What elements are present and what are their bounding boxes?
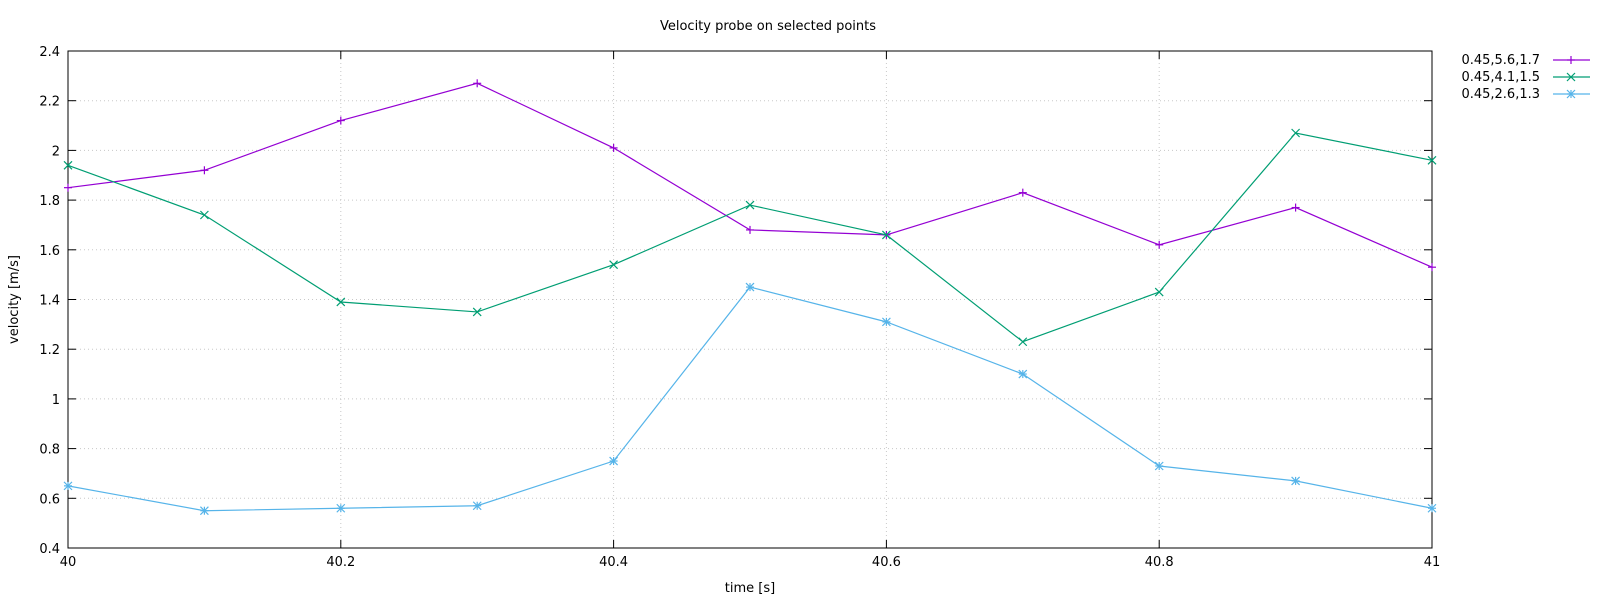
series-2 <box>63 128 1437 347</box>
marker-stroke <box>1566 89 1576 99</box>
marker-stroke <box>1427 155 1437 165</box>
marker-stroke <box>1291 128 1301 138</box>
marker-stroke <box>1018 369 1028 379</box>
y-tick-label: 0.4 <box>39 542 60 557</box>
legend-entry: 0.45,4.1,1.5 <box>1461 70 1590 85</box>
x-tick-label: 40.8 <box>1145 555 1174 570</box>
y-tick-label: 1.4 <box>39 294 60 309</box>
y-tick-label: 2 <box>52 144 60 159</box>
x-tick-label: 40 <box>60 555 77 570</box>
marker-stroke <box>1154 461 1164 471</box>
x-tick-label: 40.4 <box>599 555 628 570</box>
data-point <box>1154 461 1164 471</box>
marker-stroke <box>63 160 73 170</box>
marker-stroke <box>472 501 482 511</box>
y-tick-label: 0.6 <box>39 492 60 507</box>
marker-stroke <box>609 260 619 270</box>
legend-label: 0.45,2.6,1.3 <box>1461 87 1540 102</box>
data-point <box>745 282 755 292</box>
chart-title: Velocity probe on selected points <box>660 19 876 34</box>
data-point <box>609 456 619 466</box>
data-point <box>1291 128 1301 138</box>
marker-stroke <box>1566 72 1576 82</box>
y-tick-label: 1.6 <box>39 244 60 259</box>
data-point <box>1291 476 1301 486</box>
legend-entry: 0.45,2.6,1.3 <box>1461 87 1590 102</box>
y-tick-label: 1 <box>52 393 60 408</box>
marker-stroke <box>472 307 482 317</box>
legend-label: 0.45,5.6,1.7 <box>1461 53 1540 68</box>
data-point <box>1155 240 1164 249</box>
data-point <box>200 166 209 175</box>
data-point <box>199 506 209 516</box>
data-point <box>881 317 891 327</box>
data-point <box>609 260 619 270</box>
data-point <box>1566 89 1576 99</box>
y-tick-label: 2.4 <box>39 45 60 60</box>
y-tick-label: 0.8 <box>39 443 60 458</box>
series-line <box>67 132 1433 343</box>
data-point <box>746 225 754 234</box>
y-tick-label: 1.2 <box>39 343 60 358</box>
series-1 <box>64 79 1436 272</box>
marker-stroke <box>336 503 346 513</box>
data-point <box>1018 369 1028 379</box>
x-tick-label: 40.6 <box>872 555 901 570</box>
legend-entry: 0.45,5.6,1.7 <box>1461 53 1590 68</box>
data-point <box>336 503 346 513</box>
data-point <box>472 307 482 317</box>
data-point <box>336 297 346 307</box>
marker-stroke <box>1291 476 1301 486</box>
data-point <box>1427 503 1437 513</box>
data-point <box>63 481 73 491</box>
marker-stroke <box>1427 503 1437 513</box>
grid <box>68 51 1432 548</box>
legend-label: 0.45,4.1,1.5 <box>1461 70 1540 85</box>
data-point <box>1154 287 1164 297</box>
data-point <box>1567 56 1575 64</box>
marker-stroke <box>336 297 346 307</box>
data-point <box>64 183 72 192</box>
marker-stroke <box>609 456 619 466</box>
x-axis-title: time [s] <box>725 581 775 596</box>
legend: 0.45,5.6,1.7 0.45,4.1,1.5 0.45,2.6,1.3 <box>1461 53 1590 102</box>
marker-stroke <box>1154 287 1164 297</box>
x-tick-label: 40.2 <box>326 555 355 570</box>
y-tick-label: 2.2 <box>39 95 60 110</box>
data-point <box>63 160 73 170</box>
data-point <box>1428 263 1436 272</box>
data-point <box>745 200 755 210</box>
series-line <box>67 82 1433 268</box>
data-point <box>1566 72 1576 82</box>
marker-stroke <box>1018 337 1028 347</box>
data-point <box>1427 155 1437 165</box>
series-3 <box>63 282 1437 516</box>
marker-stroke <box>745 282 755 292</box>
data-point <box>609 143 618 152</box>
marker-stroke <box>745 200 755 210</box>
data-point <box>1291 203 1300 212</box>
data-point <box>473 79 482 88</box>
marker-stroke <box>199 506 209 516</box>
y-tick-label: 1.8 <box>39 194 60 209</box>
data-point <box>199 210 209 220</box>
axis-ticks: 40 40.2 40.4 40.6 40.8 41 0.4 0.6 0.8 1 1.2 1.4 1.6 1… <box>39 45 1440 570</box>
data-point <box>1018 188 1027 197</box>
marker-stroke <box>881 230 891 240</box>
data-point <box>1018 337 1028 347</box>
marker-stroke <box>199 210 209 220</box>
marker-stroke <box>63 481 73 491</box>
x-tick-label: 41 <box>1424 555 1441 570</box>
data-point <box>336 116 345 125</box>
series-group <box>63 79 1437 516</box>
data-point <box>881 230 891 240</box>
marker-stroke <box>881 317 891 327</box>
y-axis-title: velocity [m/s] <box>7 255 22 344</box>
data-point <box>472 501 482 511</box>
